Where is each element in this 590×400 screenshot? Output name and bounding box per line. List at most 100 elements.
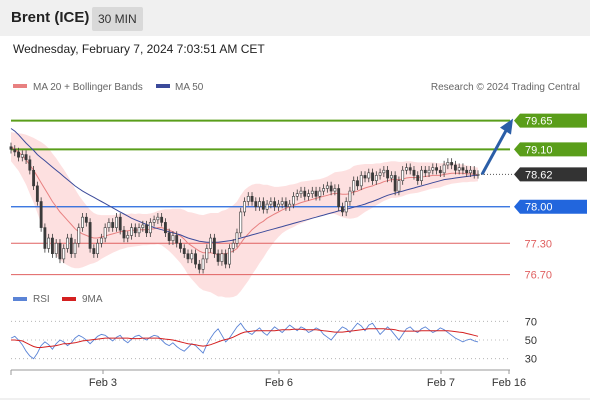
candle-body [39, 201, 43, 228]
x-tick-label: Feb 7 [427, 377, 455, 389]
candle-body [190, 253, 194, 260]
header: Brent (ICE) 30 MIN [0, 0, 590, 36]
candle-body [363, 175, 367, 179]
candle-body [269, 201, 273, 205]
candle-body [84, 216, 88, 223]
candle-body [348, 190, 352, 202]
candle-body [420, 169, 423, 181]
candle-body [171, 235, 175, 241]
candle-body [43, 227, 47, 249]
rsi-ma-legend-label: 9MA [82, 294, 103, 305]
candle-body [73, 242, 77, 254]
candle-body [476, 174, 480, 176]
candle-body [386, 169, 390, 179]
rsi-legend-swatch [13, 297, 27, 301]
candle-body [235, 232, 239, 244]
candle-body [250, 196, 254, 202]
candle-body [216, 253, 220, 262]
candle-body [47, 237, 51, 249]
candle-body [205, 248, 209, 260]
candle-body [359, 175, 363, 187]
candle-body [51, 237, 54, 254]
candle-body [122, 229, 126, 239]
candle-body [13, 149, 17, 153]
chart-datetime: Wednesday, February 7, 2024 7:03:51 AM C… [13, 42, 265, 56]
candle-body [408, 167, 412, 171]
rsi-tick-70: 70 [525, 316, 537, 328]
candle-body [378, 172, 382, 176]
candle-body [325, 185, 329, 189]
candle-body [333, 188, 337, 192]
candle-body [254, 201, 258, 208]
candle-body [141, 224, 145, 228]
candle-body [32, 169, 36, 187]
candle-body [427, 169, 431, 174]
candle-body [352, 180, 356, 192]
candle-body [457, 167, 461, 171]
candle-body [397, 180, 401, 192]
candle-body [69, 237, 73, 254]
candle-body [163, 222, 167, 234]
candle-body [58, 242, 62, 260]
candle-body [160, 216, 164, 223]
candle-body [465, 169, 469, 174]
level-label-78-62: 78.62 [525, 169, 553, 181]
candle-body [175, 235, 179, 244]
candle-body [280, 201, 284, 205]
timeframe-badge[interactable]: 30 MIN [92, 7, 143, 31]
candle-body [423, 169, 427, 174]
candle-body [382, 169, 386, 174]
candle-body [126, 235, 130, 239]
candle-body [371, 172, 374, 181]
level-label-78-00: 78.00 [525, 202, 553, 214]
candle-body [88, 222, 92, 249]
candle-body [461, 167, 465, 171]
rsi-ma-legend-swatch [62, 297, 76, 301]
candle-body [299, 190, 303, 194]
candle-body [239, 211, 243, 234]
candle-body [92, 248, 96, 254]
candle-body [453, 164, 457, 171]
candle-body [77, 227, 81, 244]
level-labels: 79.65 79.10 78.62 78.00 77.30 76.70 [514, 113, 587, 282]
candle-body [329, 185, 333, 192]
candle-body [356, 180, 359, 187]
candle-body [340, 206, 344, 213]
forecast-arrow-shaft [480, 129, 508, 176]
x-tick-label: Feb 3 [89, 377, 117, 389]
candle-body [401, 169, 405, 181]
rsi-tick-30: 30 [525, 354, 537, 366]
candle-body [367, 172, 371, 179]
candle-body [179, 242, 182, 249]
level-tag-78-00 [514, 199, 587, 214]
instrument-title: Brent (ICE) [11, 9, 90, 26]
rsi-legend-label: RSI [33, 294, 50, 305]
candle-body [337, 188, 341, 208]
candle-body [152, 219, 156, 223]
candle-body [318, 190, 322, 197]
candle-body [103, 227, 107, 239]
candle-body [212, 237, 216, 254]
candle-body [194, 253, 197, 265]
candle-body [246, 196, 250, 202]
candle-body [201, 258, 205, 270]
level-tag-79-65 [514, 113, 587, 128]
candle-body [450, 162, 454, 166]
candle-body [99, 237, 103, 244]
candle-body [107, 222, 111, 228]
candle-body [307, 193, 310, 197]
x-axis: Feb 3 Feb 6 Feb 7 Feb 16 [10, 370, 526, 389]
candle-body [20, 154, 24, 158]
ma20-legend-label: MA 20 + Bollinger Bands [33, 82, 143, 93]
price-plot [9, 118, 513, 298]
candle-body [472, 169, 476, 175]
candle-body [322, 188, 326, 192]
candle-body [435, 167, 438, 171]
rsi-plot: 30 50 70 [10, 316, 537, 366]
candle-body [243, 201, 246, 213]
candle-body [156, 216, 160, 221]
candle-body [182, 248, 186, 254]
candle-body [288, 203, 292, 208]
candle-body [197, 263, 201, 270]
candle-body [405, 167, 408, 171]
